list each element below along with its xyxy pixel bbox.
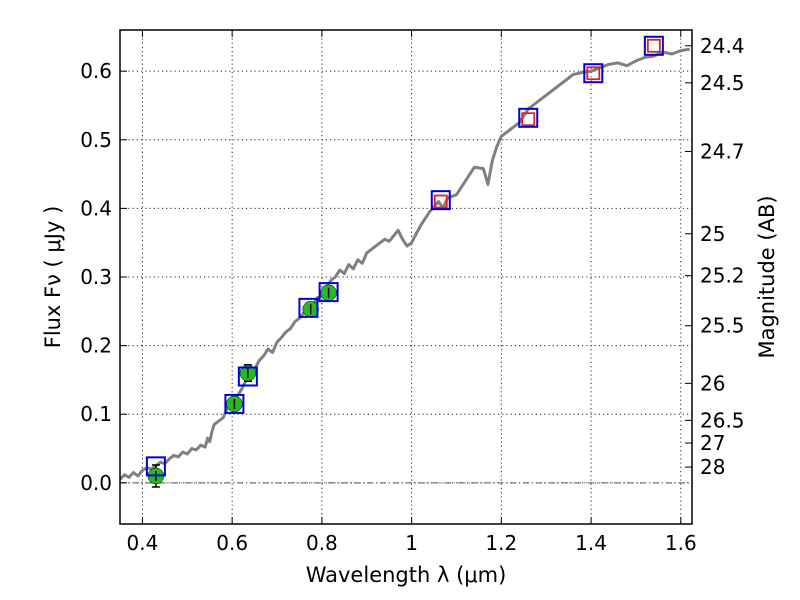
mag-tick-label: 24.7: [700, 139, 745, 163]
mag-tick-label: 25.5: [700, 314, 745, 338]
model-point: [145, 456, 166, 477]
mag-tick-label: 25: [700, 222, 725, 246]
mag-tick-label: 28: [700, 455, 725, 479]
y-axis-label: Flux Fν ( μJy ): [41, 206, 65, 349]
model-point: [224, 393, 245, 414]
model-point: [318, 282, 339, 303]
upper-limit-point: [433, 194, 448, 209]
mag-tick-label: 25.2: [700, 264, 745, 288]
y-tick-label: 0.0: [80, 471, 112, 495]
plot-area: [120, 35, 692, 488]
x-tick-label: 1.4: [575, 531, 607, 555]
model-point: [518, 107, 539, 128]
upper-limit-point: [586, 66, 601, 81]
mag-tick-label: 26.5: [700, 408, 745, 432]
model-point: [643, 35, 664, 56]
sed-line: [120, 47, 691, 481]
x-tick-label: 1.6: [665, 531, 697, 555]
y-tick-label: 0.4: [80, 196, 112, 220]
y2-axis-label: Magnitude (AB): [755, 195, 779, 358]
axis-ticks: 0.4 0.6 0.8 1 1.2 1.4 1.6 0.0 0.1 0.2 0.3 0.4 0.5 0.6…: [80, 30, 745, 555]
y-tick-label: 0.1: [80, 402, 112, 426]
x-tick-label: 1.2: [485, 531, 517, 555]
y-tick-label: 0.2: [80, 334, 112, 358]
x-tick-label: 0.6: [216, 531, 248, 555]
y-tick-label: 0.5: [80, 128, 112, 152]
x-axis-label: Wavelength λ (μm): [306, 563, 507, 587]
mag-tick-label: 24.4: [700, 34, 745, 58]
mag-tick-label: 26: [700, 371, 725, 395]
model-point: [237, 366, 258, 387]
upper-limit-point: [646, 38, 661, 53]
x-tick-label: 0.8: [306, 531, 338, 555]
upper-limit-point: [521, 112, 536, 127]
model-point: [583, 63, 604, 84]
x-tick-label: 0.4: [127, 531, 159, 555]
y-tick-label: 0.3: [80, 265, 112, 289]
mag-tick-label: 27: [700, 431, 725, 455]
model-point: [430, 190, 451, 211]
x-tick-label: 1: [405, 531, 418, 555]
mag-tick-label: 24.5: [700, 71, 745, 95]
y-tick-label: 0.6: [80, 59, 112, 83]
model-point: [298, 297, 319, 318]
